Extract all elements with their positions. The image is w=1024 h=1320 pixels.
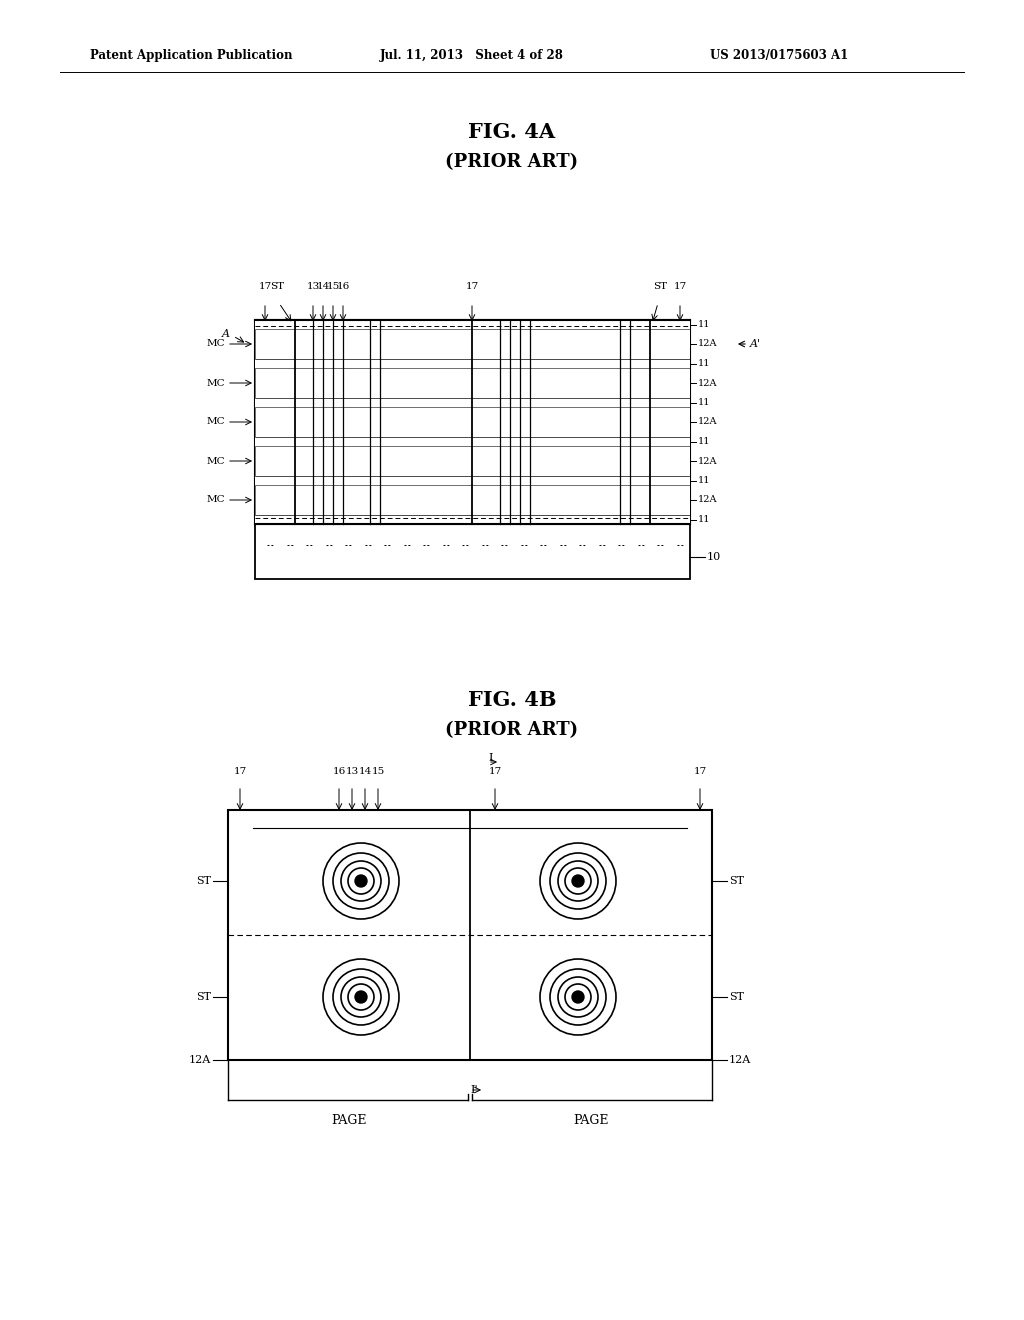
Text: (PRIOR ART): (PRIOR ART) <box>445 153 579 172</box>
Text: 14: 14 <box>358 767 372 776</box>
Bar <box>255 484 690 515</box>
Bar <box>255 524 690 579</box>
Bar <box>255 407 690 437</box>
Bar <box>255 484 690 515</box>
Text: 11: 11 <box>698 399 711 407</box>
Text: 16: 16 <box>333 767 346 776</box>
Bar <box>687 810 712 1060</box>
Text: 12A: 12A <box>698 379 718 388</box>
Text: FIG. 4A: FIG. 4A <box>468 121 556 143</box>
Bar <box>255 368 690 399</box>
Bar <box>255 399 690 407</box>
Text: MC: MC <box>207 457 225 466</box>
Bar <box>255 368 690 399</box>
Text: 10: 10 <box>707 552 721 562</box>
Text: 13: 13 <box>345 767 358 776</box>
Circle shape <box>572 991 584 1003</box>
Text: 12A: 12A <box>188 1055 211 1065</box>
Text: 13: 13 <box>306 282 319 290</box>
Bar <box>228 810 253 1060</box>
Text: 12A: 12A <box>698 417 718 426</box>
Bar <box>228 810 712 1060</box>
Text: 11: 11 <box>698 437 711 446</box>
Text: 12A: 12A <box>698 339 718 348</box>
Text: MC: MC <box>207 379 225 388</box>
Text: 12A: 12A <box>729 1055 752 1065</box>
Text: 14: 14 <box>316 282 330 290</box>
Text: 11: 11 <box>698 319 711 329</box>
Circle shape <box>572 875 584 887</box>
Text: 15: 15 <box>372 767 385 776</box>
Circle shape <box>538 957 618 1038</box>
Text: PAGE: PAGE <box>573 1114 608 1126</box>
Text: 17: 17 <box>674 282 687 290</box>
Text: 12A: 12A <box>698 495 718 504</box>
Text: 17: 17 <box>465 282 478 290</box>
Text: 16: 16 <box>336 282 349 290</box>
Text: Patent Application Publication: Patent Application Publication <box>90 49 293 62</box>
Bar <box>255 329 690 359</box>
Text: 12A: 12A <box>698 457 718 466</box>
Text: 17: 17 <box>693 767 707 776</box>
Text: MC: MC <box>207 495 225 504</box>
Text: ST: ST <box>270 282 284 290</box>
Text: PAGE: PAGE <box>331 1114 367 1126</box>
Bar <box>255 446 690 477</box>
Text: ST: ST <box>196 876 211 886</box>
Text: MC: MC <box>207 417 225 426</box>
Text: I': I' <box>470 1085 477 1096</box>
Bar <box>255 477 690 484</box>
Text: ST: ST <box>653 282 667 290</box>
Text: 17: 17 <box>258 282 271 290</box>
Bar <box>255 407 690 437</box>
Text: ST: ST <box>729 876 744 886</box>
Text: 15: 15 <box>327 282 340 290</box>
Text: Jul. 11, 2013   Sheet 4 of 28: Jul. 11, 2013 Sheet 4 of 28 <box>380 49 564 62</box>
Bar <box>255 515 690 524</box>
Text: 11: 11 <box>698 515 711 524</box>
Bar <box>255 319 690 524</box>
Text: 17: 17 <box>233 767 247 776</box>
Bar <box>253 810 687 828</box>
Circle shape <box>355 991 367 1003</box>
Text: US 2013/0175603 A1: US 2013/0175603 A1 <box>710 49 848 62</box>
Circle shape <box>321 841 401 921</box>
Circle shape <box>321 957 401 1038</box>
Circle shape <box>355 875 367 887</box>
Text: 11: 11 <box>698 359 711 368</box>
Circle shape <box>538 841 618 921</box>
Bar <box>255 319 690 329</box>
Text: FIG. 4B: FIG. 4B <box>468 690 556 710</box>
Bar <box>255 359 690 368</box>
Text: A': A' <box>750 339 761 348</box>
Text: MC: MC <box>207 339 225 348</box>
Text: 17: 17 <box>488 767 502 776</box>
Text: A: A <box>222 329 230 339</box>
Text: I: I <box>488 752 493 763</box>
Text: ST: ST <box>196 993 211 1002</box>
Text: ST: ST <box>729 993 744 1002</box>
Bar <box>255 446 690 477</box>
Bar <box>255 437 690 446</box>
Bar <box>255 329 690 359</box>
Text: (PRIOR ART): (PRIOR ART) <box>445 721 579 739</box>
Text: 11: 11 <box>698 477 711 484</box>
Bar <box>228 810 712 1060</box>
